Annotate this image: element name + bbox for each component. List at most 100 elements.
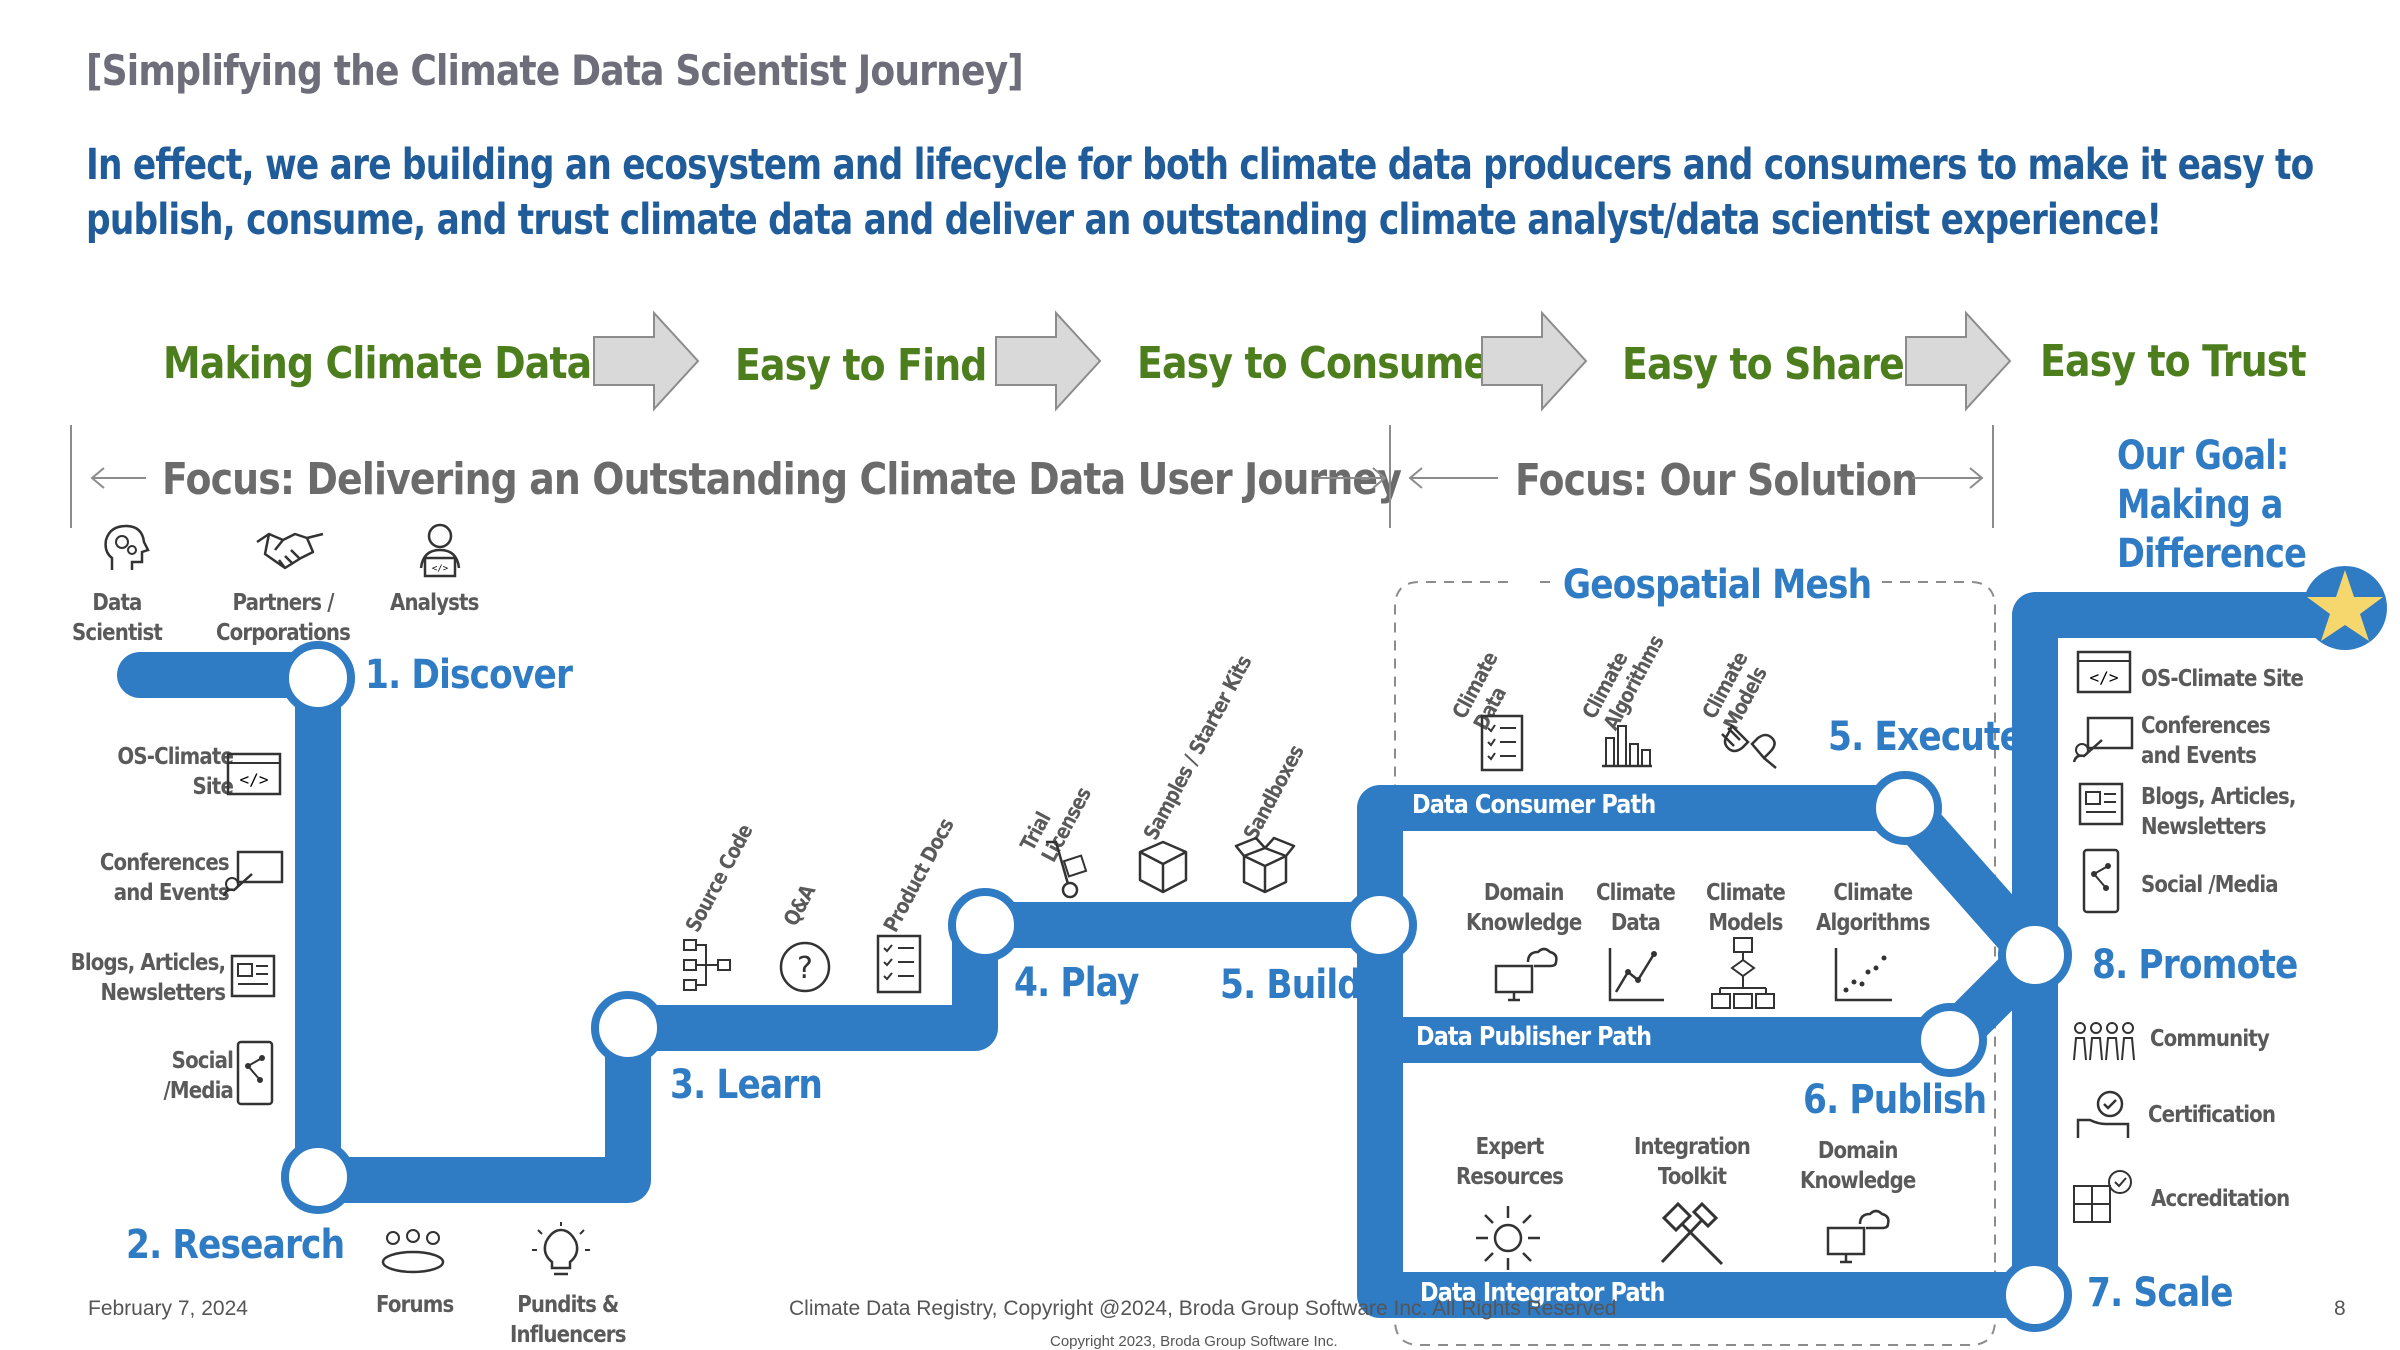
open-box-icon (1234, 836, 1296, 894)
sun-icon (1476, 1206, 1540, 1270)
tools-icon (1660, 1201, 1724, 1266)
bar-chart-icon (1602, 725, 1652, 768)
integrator-item-integration-toolkit: Integration Toolkit (1634, 1134, 1751, 1190)
arrow-1 (593, 310, 700, 412)
footer-copyright: Climate Data Registry, Copyright @2024, … (789, 1297, 1617, 1320)
certification-icon (2076, 1090, 2130, 1138)
persona-partners: Partners / Corporations (216, 590, 351, 646)
lightbulb-icon (532, 1222, 590, 1276)
geospatial-mesh-box (1394, 581, 1996, 1346)
publisher-item-climate-data: Climate Data (1596, 880, 1676, 936)
scatter-plot-icon (1834, 948, 1892, 1002)
stage-easy-to-find: Easy to Find (735, 340, 987, 391)
persona-data-scientist: Data Scientist (72, 590, 163, 646)
code-window-right-icon: </> (2076, 650, 2132, 694)
flow-arrows (593, 310, 2012, 412)
cloud-monitor-icon (1494, 947, 1558, 1002)
arrow-2 (995, 310, 1102, 412)
line-chart-icon (1608, 948, 1664, 1002)
presentation-icon (222, 850, 284, 897)
svg-text:</>: </> (432, 564, 449, 574)
publisher-item-climate-algorithms: Climate Algorithms (1816, 880, 1931, 936)
node-discover (281, 641, 355, 715)
scale-certification: Certification (2148, 1102, 2276, 1128)
mobile-share-icon (236, 1040, 274, 1106)
svg-text:</>: </> (2090, 668, 2119, 687)
promote-os-climate-site: OS-Climate Site (2141, 666, 2304, 692)
plug-icon (1721, 723, 1777, 769)
headline-line-1: In effect, we are building an ecosystem … (86, 140, 2314, 190)
page-subtitle: [Simplifying the Climate Data Scientist … (86, 46, 1024, 95)
integrator-item-expert-resources: Expert Resources (1456, 1134, 1564, 1190)
channel-os-climate-site: OS-Climate Site (117, 744, 233, 800)
making-lead: Making Climate Data: (163, 338, 606, 389)
accreditation-icon (2073, 1170, 2132, 1223)
step-research: 2. Research (126, 1222, 345, 1268)
node-research (281, 1140, 355, 1214)
channel-conferences: Conferences and Events (99, 850, 230, 906)
presentation-right-icon (2072, 716, 2134, 763)
research-forums: Forums (376, 1292, 454, 1318)
research-pundits: Pundits & Influencers (510, 1292, 626, 1348)
data-scientist-icon (104, 524, 150, 570)
our-goal: Our Goal: Making a Difference (2117, 432, 2307, 579)
focus-markers (70, 425, 1994, 528)
newsletter-icon (230, 954, 276, 998)
data-list-icon (1480, 714, 1524, 772)
checklist-icon (876, 934, 922, 994)
step-learn: 3. Learn (670, 1062, 823, 1108)
community-icon (2073, 1022, 2135, 1061)
cloud-monitor-2-icon (1826, 1209, 1890, 1264)
step-scale: 7. Scale (2087, 1270, 2233, 1316)
headline: In effect, we are building an ecosystem … (86, 138, 2314, 248)
box-icon (1138, 840, 1188, 894)
data-consumer-path: Data Consumer Path (1412, 790, 1656, 820)
node-learn (591, 991, 665, 1065)
hierarchy-icon (1711, 937, 1775, 1009)
arrow-4 (1905, 310, 2012, 412)
goal-line-3: Difference (2117, 531, 2307, 577)
arrow-3 (1481, 310, 1588, 412)
step-build: 5. Build (1220, 962, 1362, 1008)
step-execute: 5. Execute (1828, 714, 2023, 760)
promote-conferences: Conferences and Events (2141, 713, 2271, 769)
persona-analysts: Analysts (390, 590, 479, 616)
step-play: 4. Play (1014, 960, 1139, 1006)
code-window-icon: </> (226, 752, 282, 796)
goal-line-1: Our Goal: (2117, 433, 2289, 479)
question-icon: ? (779, 941, 831, 993)
svg-text:?: ? (797, 951, 813, 986)
geospatial-mesh-title: Geospatial Mesh (1556, 562, 1879, 608)
data-integrator-path: Data Integrator Path (1420, 1278, 1665, 1308)
node-promote (1998, 918, 2072, 992)
node-build (1343, 888, 1417, 962)
footer-date: February 7, 2024 (88, 1297, 248, 1320)
publisher-item-climate-models: Climate Models (1706, 880, 1786, 936)
headline-line-2: publish, consume, and trust climate data… (86, 195, 2162, 245)
stage-easy-to-trust: Easy to Trust (2040, 336, 2307, 387)
node-play (948, 888, 1022, 962)
node-publish (1913, 1003, 1987, 1077)
node-scale (1998, 1258, 2072, 1332)
focus-journey-label: Focus: Delivering an Outstanding Climate… (162, 454, 1402, 505)
step-discover: 1. Discover (365, 652, 573, 698)
star-icon (2307, 570, 2383, 641)
stage-easy-to-consume: Easy to Consume (1137, 338, 1489, 389)
analyst-icon: </> (419, 523, 461, 578)
footer-page-number: 8 (2334, 1297, 2346, 1320)
channel-blogs: Blogs, Articles, Newsletters (70, 950, 226, 1006)
path-nodes (281, 641, 2072, 1332)
step-publish: 6. Publish (1803, 1077, 1987, 1123)
svg-text:</>: </> (240, 770, 269, 789)
promote-social-media: Social /Media (2141, 872, 2279, 898)
node-execute (1868, 771, 1942, 845)
promote-blogs: Blogs, Articles, Newsletters (2141, 784, 2296, 840)
integrator-item-domain-knowledge: Domain Knowledge (1800, 1138, 1916, 1194)
scale-accreditation: Accreditation (2151, 1186, 2290, 1212)
newsletter-right-icon (2078, 782, 2124, 826)
flowchart-icon (683, 939, 731, 991)
footer-copyright-2: Copyright 2023, Broda Group Software Inc… (1050, 1333, 1338, 1350)
hand-truck-icon (1046, 840, 1088, 899)
handshake-icon (256, 532, 324, 570)
